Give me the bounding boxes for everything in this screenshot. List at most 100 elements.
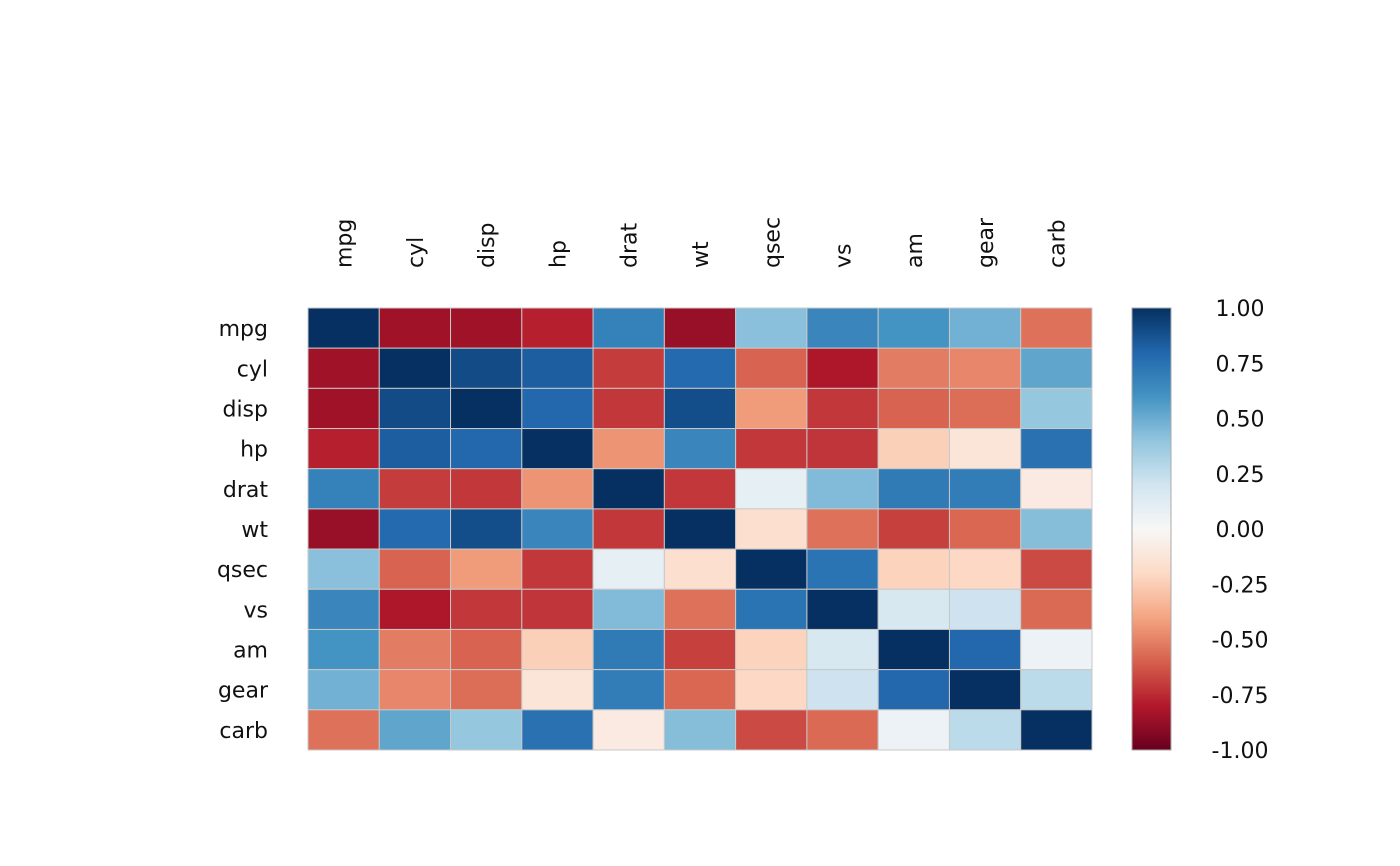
heatmap-cell <box>521 628 594 671</box>
colorbar: 1.00 0.75 0.50 0.25 0.00 -0.25 -0.50 -0.75 -1.00 <box>1131 297 1269 764</box>
column-label: gear <box>974 217 999 268</box>
heatmap-cell <box>307 548 380 590</box>
row-label: am <box>233 639 268 664</box>
heatmap-cell <box>592 628 665 671</box>
column-label: qsec <box>760 217 785 268</box>
heatmap-cells <box>307 307 1093 751</box>
heatmap-cell <box>1020 548 1093 590</box>
heatmap-cell <box>1020 709 1093 751</box>
heatmap-cell <box>663 628 737 671</box>
heatmap-cell <box>877 508 950 550</box>
row-labels: mpg cyl disp hp drat wt qsec vs am gear carb <box>217 317 269 744</box>
heatmap-cell <box>521 347 594 389</box>
heatmap-cell <box>592 588 665 630</box>
heatmap-cell <box>378 307 452 349</box>
heatmap-cell <box>521 669 594 711</box>
heatmap-cell <box>663 588 737 630</box>
heatmap-cell <box>948 307 1022 349</box>
heatmap-cell <box>592 428 665 470</box>
heatmap-cell <box>378 428 452 470</box>
heatmap-cell <box>663 548 737 590</box>
heatmap-cell <box>948 428 1022 470</box>
heatmap-cell <box>877 347 950 389</box>
heatmap-cell <box>521 428 594 470</box>
heatmap-cell <box>948 347 1022 389</box>
heatmap-cell <box>877 628 950 671</box>
row-label: gear <box>218 679 269 704</box>
heatmap-cell <box>948 387 1022 430</box>
heatmap-cell <box>663 709 737 751</box>
heatmap-cell <box>450 628 523 671</box>
row-label: qsec <box>217 558 268 583</box>
heatmap-cell <box>663 468 737 510</box>
column-label: am <box>903 233 928 268</box>
heatmap-cell <box>735 307 808 349</box>
heatmap-cell <box>307 428 380 470</box>
heatmap-cell <box>806 307 879 349</box>
heatmap-cell <box>1020 508 1093 550</box>
colorbar-tick-label: 1.00 <box>1216 297 1265 322</box>
heatmap-cell <box>1020 347 1093 389</box>
heatmap-cell <box>307 347 380 389</box>
column-label: drat <box>618 223 643 268</box>
row-label: cyl <box>237 357 268 382</box>
row-label: hp <box>240 438 268 463</box>
column-label: cyl <box>404 237 429 268</box>
heatmap-cell <box>307 307 380 349</box>
heatmap-cell <box>877 669 950 711</box>
row-label: disp <box>222 397 268 422</box>
row-label: mpg <box>219 317 268 342</box>
colorbar-tick-label: -0.50 <box>1212 629 1269 654</box>
heatmap-cell <box>1020 468 1093 510</box>
colorbar-tick-label: 0.75 <box>1216 352 1265 377</box>
heatmap-cell <box>877 468 950 510</box>
heatmap-cell <box>521 307 594 349</box>
heatmap-cell <box>450 548 523 590</box>
heatmap-cell <box>806 508 879 550</box>
heatmap-cell <box>663 307 737 349</box>
heatmap-cell <box>378 628 452 671</box>
heatmap-cell <box>806 588 879 630</box>
heatmap-cell <box>378 548 452 590</box>
heatmap-cell <box>806 468 879 510</box>
heatmap-cell <box>592 669 665 711</box>
colorbar-gradient <box>1131 307 1172 751</box>
heatmap-cell <box>877 709 950 751</box>
heatmap-cell <box>948 588 1022 630</box>
column-label: vs <box>832 244 857 268</box>
column-labels: mpg cyl disp hp drat wt qsec vs am gear carb <box>333 217 1071 268</box>
heatmap-cell <box>592 387 665 430</box>
heatmap-cell <box>663 347 737 389</box>
heatmap-cell <box>307 508 380 550</box>
heatmap-cell <box>1020 669 1093 711</box>
column-label: disp <box>475 222 500 268</box>
heatmap-cell <box>877 548 950 590</box>
heatmap-cell <box>307 468 380 510</box>
colorbar-tick-label: -0.75 <box>1212 684 1269 709</box>
heatmap-cell <box>735 709 808 751</box>
heatmap-cell <box>521 588 594 630</box>
heatmap-cell <box>735 628 808 671</box>
heatmap-cell <box>663 428 737 470</box>
row-label: vs <box>244 598 268 623</box>
colorbar-tick-label: 0.25 <box>1216 463 1265 488</box>
heatmap-cell <box>806 387 879 430</box>
heatmap-cell <box>806 347 879 389</box>
heatmap-cell <box>663 387 737 430</box>
colorbar-tick-label: -1.00 <box>1212 739 1269 764</box>
heatmap-cell <box>521 508 594 550</box>
heatmap-cell <box>592 508 665 550</box>
heatmap-cell <box>735 669 808 711</box>
column-label: wt <box>689 241 714 268</box>
heatmap-cell <box>1020 628 1093 671</box>
row-label: drat <box>223 478 268 503</box>
heatmap-cell <box>735 588 808 630</box>
heatmap-cell <box>450 508 523 550</box>
heatmap-cell <box>378 709 452 751</box>
row-label: carb <box>219 719 268 744</box>
heatmap-cell <box>307 588 380 630</box>
heatmap-cell <box>948 508 1022 550</box>
heatmap-cell <box>948 669 1022 711</box>
colorbar-tick-label: 0.00 <box>1216 518 1265 543</box>
heatmap-cell <box>1020 428 1093 470</box>
